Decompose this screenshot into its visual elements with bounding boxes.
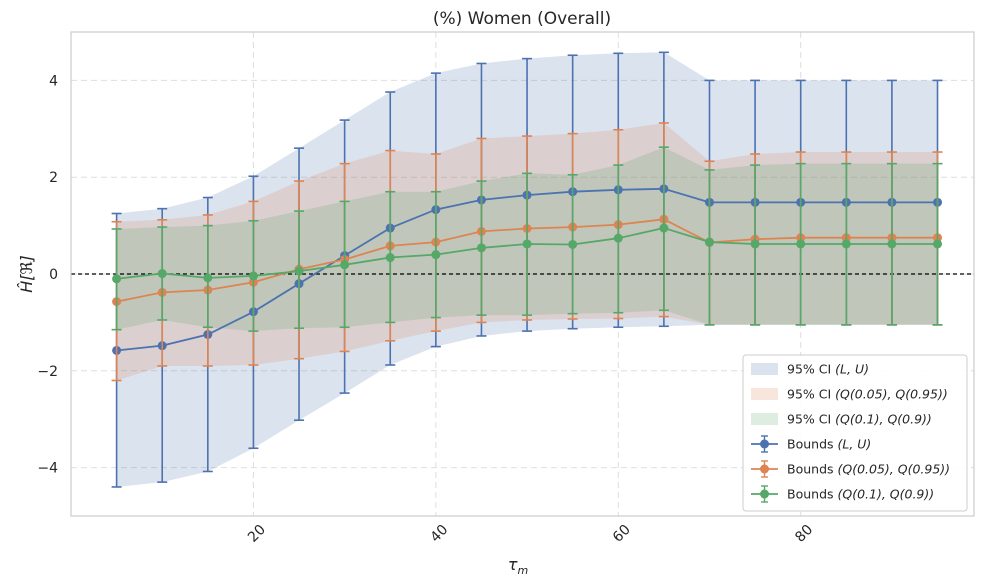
legend-label: 95% CI (L, U) — [787, 362, 869, 377]
legend-swatch — [751, 413, 778, 425]
chart-title: (%) Women (Overall) — [433, 9, 611, 29]
data-point — [157, 269, 167, 279]
legend-item: 95% CI (L, U) — [751, 362, 869, 377]
legend-label: 95% CI (Q(0.05), Q(0.95)) — [787, 387, 948, 402]
y-tick-label: −2 — [37, 364, 58, 380]
legend-marker — [760, 489, 769, 499]
data-point — [704, 237, 714, 247]
y-tick-label: 2 — [49, 170, 58, 186]
legend-label: 95% CI (Q(0.1), Q(0.9)) — [787, 412, 932, 427]
data-point — [340, 260, 350, 270]
legend-swatch — [751, 388, 778, 400]
data-point — [887, 239, 897, 249]
data-point — [385, 253, 395, 263]
legend-item: 95% CI (Q(0.05), Q(0.95)) — [751, 387, 948, 402]
data-point — [522, 239, 532, 249]
data-point — [294, 266, 304, 276]
legend-item: Bounds (Q(0.05), Q(0.95)) — [751, 460, 950, 478]
y-axis-label: Ĥ[ℜ] — [17, 255, 36, 293]
y-tick-label: 0 — [49, 267, 58, 283]
series-layer — [111, 51, 943, 488]
x-tick-label: 20 — [245, 522, 269, 546]
data-point — [659, 223, 669, 233]
data-point — [613, 233, 623, 243]
legend-label: Bounds (Q(0.05), Q(0.95)) — [787, 462, 950, 477]
data-point — [112, 274, 122, 284]
x-tick-label: 60 — [610, 522, 634, 546]
data-point — [796, 239, 806, 249]
series-3 — [111, 146, 943, 332]
y-tick-label: −4 — [37, 461, 58, 477]
x-tick-label: 80 — [792, 522, 816, 546]
legend-box — [742, 354, 968, 512]
data-point — [841, 239, 851, 249]
data-point — [248, 271, 258, 281]
legend-marker — [760, 464, 769, 474]
legend-label: Bounds (L, U) — [787, 437, 871, 452]
legend: 95% CI (L, U) 95% CI (Q(0.05), Q(0.95)) 95… — [742, 354, 968, 512]
data-point — [933, 239, 943, 249]
legend-label: Bounds (Q(0.1), Q(0.9)) — [787, 487, 934, 502]
data-point — [476, 243, 486, 253]
legend-item: Bounds (Q(0.1), Q(0.9)) — [751, 485, 934, 503]
x-axis-label: τm — [508, 555, 528, 577]
legend-swatch — [751, 363, 778, 375]
x-axis-label-subscript: m — [517, 564, 528, 577]
data-point — [750, 239, 760, 249]
legend-item: 95% CI (Q(0.1), Q(0.9)) — [751, 412, 932, 427]
data-point — [203, 273, 213, 283]
x-axis-label-main: τ — [508, 555, 518, 574]
plot-frame — [70, 31, 975, 517]
data-point — [568, 239, 578, 249]
legend-item: Bounds (L, U) — [751, 435, 871, 453]
legend-marker — [760, 439, 769, 449]
data-point — [431, 250, 441, 260]
y-tick-label: 4 — [49, 73, 58, 89]
x-tick-label: 40 — [427, 522, 451, 546]
